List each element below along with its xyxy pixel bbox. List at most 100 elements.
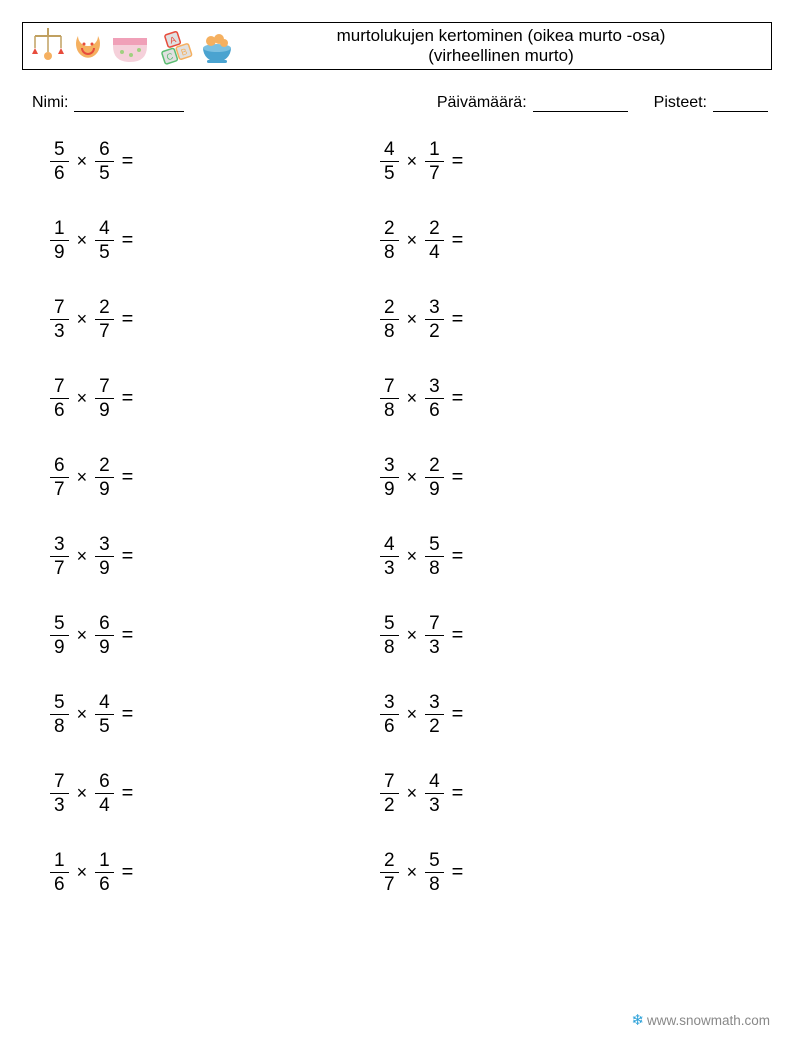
numerator: 7 (50, 377, 69, 398)
fraction-a: 16 (50, 851, 69, 894)
times-symbol: × (399, 704, 426, 725)
denominator: 6 (50, 161, 69, 183)
fraction-a: 56 (50, 140, 69, 183)
numerator: 3 (380, 693, 399, 714)
numerator: 3 (380, 456, 399, 477)
equals-symbol: = (114, 545, 134, 568)
denominator: 9 (95, 556, 114, 578)
footer-url: www.snowmath.com (647, 1013, 770, 1028)
denominator: 6 (50, 398, 69, 420)
denominator: 5 (95, 161, 114, 183)
denominator: 3 (425, 635, 444, 657)
equals-symbol: = (444, 782, 464, 805)
denominator: 6 (425, 398, 444, 420)
numerator: 6 (50, 456, 69, 477)
score-label: Pisteet: (654, 94, 707, 112)
fraction-b: 27 (95, 298, 114, 341)
denominator: 9 (380, 477, 399, 499)
info-line: Nimi: Päivämäärä: Pisteet: (32, 94, 768, 112)
fraction-b: 39 (95, 535, 114, 578)
name-blank[interactable] (74, 96, 184, 112)
numerator: 1 (50, 851, 69, 872)
title-line-1: murtolukujen kertominen (oikea murto -os… (337, 26, 666, 45)
equals-symbol: = (444, 229, 464, 252)
numerator: 4 (95, 693, 114, 714)
denominator: 8 (425, 556, 444, 578)
fraction-a: 36 (380, 693, 399, 736)
numerator: 5 (425, 535, 444, 556)
fraction-b: 69 (95, 614, 114, 657)
numerator: 6 (95, 614, 114, 635)
times-symbol: × (69, 625, 96, 646)
numerator: 5 (50, 140, 69, 161)
problem: 28×32= (380, 298, 710, 341)
problem: 39×29= (380, 456, 710, 499)
fraction-a: 78 (380, 377, 399, 420)
numerator: 7 (95, 377, 114, 398)
numerator: 2 (380, 298, 399, 319)
problem: 28×24= (380, 219, 710, 262)
fraction-b: 58 (425, 851, 444, 894)
problem: 72×43= (380, 772, 710, 815)
equals-symbol: = (114, 229, 134, 252)
date-blank[interactable] (533, 96, 628, 112)
numerator: 6 (95, 772, 114, 793)
times-symbol: × (399, 783, 426, 804)
denominator: 7 (380, 872, 399, 894)
denominator: 2 (425, 319, 444, 341)
fraction-a: 76 (50, 377, 69, 420)
denominator: 3 (50, 793, 69, 815)
equals-symbol: = (114, 308, 134, 331)
numerator: 7 (50, 772, 69, 793)
denominator: 4 (425, 240, 444, 262)
times-symbol: × (69, 546, 96, 567)
denominator: 8 (50, 714, 69, 736)
fraction-b: 32 (425, 693, 444, 736)
denominator: 7 (50, 556, 69, 578)
numerator: 1 (50, 219, 69, 240)
times-symbol: × (69, 862, 96, 883)
date-label: Päivämäärä: (437, 94, 527, 112)
times-symbol: × (69, 704, 96, 725)
numerator: 6 (95, 140, 114, 161)
denominator: 8 (380, 319, 399, 341)
denominator: 6 (50, 872, 69, 894)
fraction-a: 28 (380, 219, 399, 262)
fraction-a: 73 (50, 772, 69, 815)
problem: 73×64= (50, 772, 380, 815)
denominator: 9 (50, 635, 69, 657)
equals-symbol: = (114, 150, 134, 173)
times-symbol: × (69, 467, 96, 488)
numerator: 7 (425, 614, 444, 635)
problem: 76×79= (50, 377, 380, 420)
numerator: 3 (425, 377, 444, 398)
problem: 78×36= (380, 377, 710, 420)
score-blank[interactable] (713, 96, 768, 112)
numerator: 2 (425, 219, 444, 240)
fraction-a: 72 (380, 772, 399, 815)
numerator: 7 (50, 298, 69, 319)
times-symbol: × (399, 230, 426, 251)
denominator: 5 (95, 240, 114, 262)
equals-symbol: = (114, 466, 134, 489)
problem: 19×45= (50, 219, 380, 262)
times-symbol: × (399, 309, 426, 330)
problem: 73×27= (50, 298, 380, 341)
denominator: 8 (380, 398, 399, 420)
denominator: 2 (380, 793, 399, 815)
denominator: 9 (95, 398, 114, 420)
numerator: 5 (380, 614, 399, 635)
fraction-a: 19 (50, 219, 69, 262)
problem: 59×69= (50, 614, 380, 657)
denominator: 8 (380, 635, 399, 657)
fraction-b: 29 (95, 456, 114, 499)
fraction-b: 29 (425, 456, 444, 499)
numerator: 3 (95, 535, 114, 556)
fraction-b: 73 (425, 614, 444, 657)
denominator: 7 (95, 319, 114, 341)
fraction-a: 27 (380, 851, 399, 894)
denominator: 3 (380, 556, 399, 578)
times-symbol: × (399, 625, 426, 646)
numerator: 3 (425, 693, 444, 714)
fraction-b: 36 (425, 377, 444, 420)
